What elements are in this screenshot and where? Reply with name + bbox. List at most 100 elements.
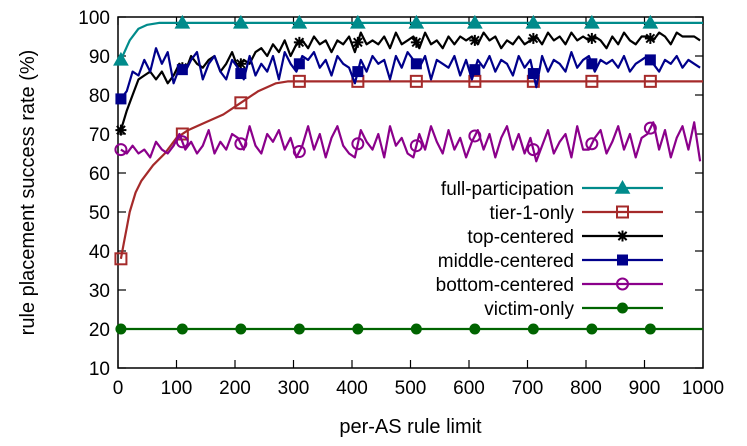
data-point-victim-only <box>235 323 247 335</box>
data-point-victim-only <box>586 323 598 335</box>
data-point-full-participation <box>525 14 542 29</box>
data-point-full-participation <box>408 14 425 29</box>
data-point-top-centered <box>293 36 305 48</box>
data-point-tier-1-only <box>234 96 248 110</box>
data-point-middle-centered <box>176 64 188 76</box>
y-tick-label: 80 <box>89 86 110 107</box>
data-point-middle-centered <box>235 68 247 80</box>
x-tick-label: 700 <box>512 378 544 399</box>
x-tick-label: 600 <box>453 378 485 399</box>
series-layer <box>113 14 703 335</box>
legend-entry-top-centered: top-centered <box>467 227 663 248</box>
legend-label: middle-centered <box>438 251 574 272</box>
data-point-victim-only <box>176 323 188 335</box>
axes: 0 100 200 300 400 500 600 700 800 900 1000 10 20 30 40… <box>78 8 724 399</box>
x-tick-label: 0 <box>113 378 124 399</box>
data-point-middle-centered <box>293 58 305 70</box>
series-top-centered <box>115 31 701 136</box>
data-point-middle-centered <box>644 54 656 66</box>
data-point-full-participation <box>174 14 191 29</box>
legend-marker <box>616 205 629 219</box>
legend-marker <box>616 277 629 291</box>
legend-entry-tier-1-only: tier-1-only <box>490 203 663 224</box>
data-point-tier-1-only <box>114 252 128 266</box>
data-point-top-centered <box>115 124 127 136</box>
data-point-full-participation <box>232 14 249 29</box>
y-tick-label: 50 <box>89 203 110 224</box>
x-tick-label: 400 <box>336 378 368 399</box>
data-point-victim-only <box>469 323 481 335</box>
data-point-victim-only <box>352 323 364 335</box>
y-tick-label: 10 <box>89 359 110 380</box>
data-point-bottom-centered <box>468 129 482 143</box>
x-tick-label: 300 <box>278 378 310 399</box>
legend-entry-full-participation: full-participation <box>441 179 663 200</box>
legend-label: top-centered <box>467 227 574 248</box>
data-point-middle-centered <box>586 58 598 70</box>
data-point-full-participation <box>291 14 308 29</box>
y-tick-label: 20 <box>89 320 110 341</box>
data-point-victim-only <box>527 323 539 335</box>
y-axis-label: rule placement success rate (%) <box>17 50 39 336</box>
series-line-middle-centered <box>120 47 701 100</box>
data-point-top-centered <box>644 32 656 44</box>
legend-label: bottom-centered <box>436 275 574 296</box>
data-point-tier-1-only <box>585 74 599 88</box>
data-point-full-participation <box>349 14 366 29</box>
data-point-middle-centered <box>115 93 127 105</box>
data-point-bottom-centered <box>643 121 657 135</box>
data-point-tier-1-only <box>292 74 306 88</box>
data-point-tier-1-only <box>643 74 657 88</box>
data-point-victim-only <box>293 323 305 335</box>
y-tick-label: 100 <box>78 8 110 29</box>
data-point-middle-centered <box>469 64 481 76</box>
x-tick-label: 1000 <box>682 378 724 399</box>
series-victim-only <box>115 323 703 335</box>
y-tick-label: 90 <box>89 47 110 68</box>
data-point-bottom-centered <box>409 139 423 153</box>
data-point-top-centered <box>469 34 481 46</box>
data-point-top-centered <box>527 32 539 44</box>
legend-entry-bottom-centered: bottom-centered <box>436 275 663 296</box>
legend-marker <box>614 179 631 194</box>
legend-label: tier-1-only <box>490 203 575 224</box>
y-tick-label: 60 <box>89 164 110 185</box>
x-tick-label: 200 <box>219 378 251 399</box>
x-tick-label: 900 <box>629 378 661 399</box>
data-point-victim-only <box>644 323 656 335</box>
data-point-victim-only <box>115 323 127 335</box>
data-point-top-centered <box>352 36 364 48</box>
legend-label: full-participation <box>441 179 574 200</box>
data-point-middle-centered <box>527 68 539 80</box>
series-full-participation <box>113 14 703 66</box>
data-point-full-participation <box>466 14 483 29</box>
data-point-bottom-centered <box>175 135 189 149</box>
data-point-bottom-centered <box>114 143 128 157</box>
x-tick-label: 100 <box>161 378 193 399</box>
data-point-full-participation <box>642 14 659 29</box>
series-line-full-participation <box>119 21 703 61</box>
data-point-top-centered <box>586 32 598 44</box>
series-line-tier-1-only <box>119 80 703 260</box>
data-point-bottom-centered <box>234 137 248 151</box>
data-point-tier-1-only <box>409 74 423 88</box>
series-line-bottom-centered <box>120 121 702 163</box>
data-point-bottom-centered <box>351 137 365 151</box>
legend-label: victim-only <box>484 299 574 320</box>
data-point-top-centered <box>410 36 422 48</box>
legend-entry-victim-only: victim-only <box>484 299 663 320</box>
data-point-full-participation <box>113 51 129 66</box>
series-bottom-centered <box>114 121 702 163</box>
data-point-victim-only <box>410 323 422 335</box>
legend-entry-middle-centered: middle-centered <box>438 251 663 272</box>
data-point-tier-1-only <box>468 74 482 88</box>
data-point-middle-centered <box>410 58 422 70</box>
data-point-bottom-centered <box>292 145 306 159</box>
data-point-full-participation <box>583 14 600 29</box>
y-tick-label: 70 <box>89 125 110 146</box>
x-tick-label: 800 <box>570 378 602 399</box>
series-middle-centered <box>115 47 701 105</box>
y-tick-label: 30 <box>89 281 110 302</box>
data-point-bottom-centered <box>585 137 599 151</box>
